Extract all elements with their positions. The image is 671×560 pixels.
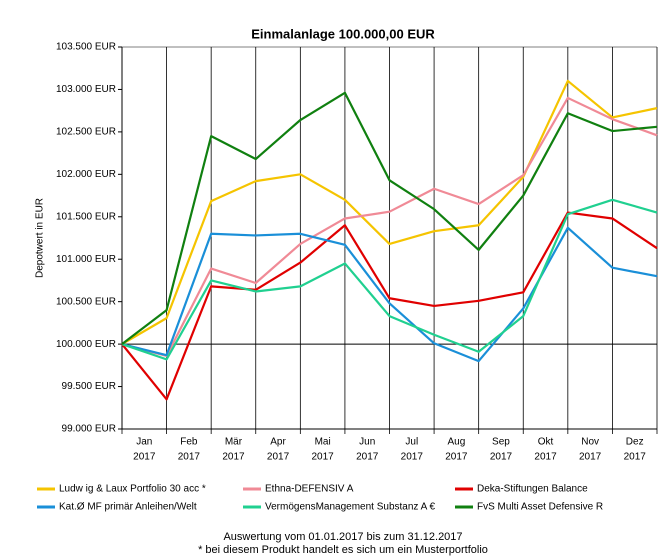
x-tick-label: 2017 [624,452,647,463]
y-axis-label: Depotwert in EUR [35,198,46,278]
series-line [121,226,658,363]
legend-label: FvS Multi Asset Defensive R [477,502,603,513]
x-tick-label: Aug [447,437,465,448]
x-tick-label: 2017 [133,452,156,463]
x-tick-label: 2017 [534,452,557,463]
x-tick-label: 2017 [579,452,602,463]
footnote: Auswertung vom 01.01.2017 bis zum 31.12.… [223,531,462,543]
x-tick-label: Apr [270,437,286,448]
x-tick-label: Feb [180,437,198,448]
x-tick-label: 2017 [222,452,245,463]
y-tick-label: 102.500 EUR [56,127,116,138]
x-tick-label: Jan [136,437,152,448]
x-tick-label: 2017 [490,452,513,463]
x-tick-label: 2017 [445,452,468,463]
legend-label: VermögensManagement Substanz A € [265,502,436,513]
y-tick-label: 99.500 EUR [62,381,116,392]
legend-label: Ethna-DEFENSIV A [265,484,354,495]
x-tick-label: Okt [538,437,554,448]
x-tick-label: Mai [315,437,331,448]
y-tick-label: 100.500 EUR [56,296,116,307]
y-tick-label: 103.500 EUR [56,42,116,53]
y-tick-label: 103.000 EUR [56,84,116,95]
x-tick-label: 2017 [401,452,424,463]
series-line [121,96,658,358]
y-tick-label: 99.000 EUR [62,424,116,435]
y-tick-label: 100.000 EUR [56,339,116,350]
x-tick-label: 2017 [356,452,379,463]
y-tick-label: 102.000 EUR [56,169,116,180]
x-tick-label: Sep [492,437,510,448]
x-tick-label: 2017 [267,452,290,463]
series-line [121,211,658,401]
x-tick-label: Mär [225,437,243,448]
series-line [121,198,658,361]
x-tick-label: Jun [359,437,375,448]
x-tick-label: 2017 [178,452,201,463]
x-tick-label: Jul [405,437,418,448]
x-tick-label: Dez [626,437,644,448]
series-line [121,79,658,346]
footnote: * bei diesem Produkt handelt es sich um … [198,544,488,556]
x-tick-label: Nov [581,437,599,448]
series-line [121,91,658,345]
legend-label: Deka-Stiftungen Balance [477,484,588,495]
y-tick-label: 101.000 EUR [56,254,116,265]
y-tick-label: 101.500 EUR [56,211,116,222]
legend-label: Ludw ig & Laux Portfolio 30 acc * [59,484,206,495]
chart-title: Einmalanlage 100.000,00 EUR [251,26,435,41]
legend-label: Kat.Ø MF primär Anleihen/Welt [59,502,197,513]
x-tick-label: 2017 [312,452,335,463]
